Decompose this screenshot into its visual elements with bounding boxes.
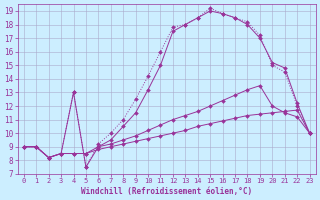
X-axis label: Windchill (Refroidissement éolien,°C): Windchill (Refroidissement éolien,°C) xyxy=(81,187,252,196)
